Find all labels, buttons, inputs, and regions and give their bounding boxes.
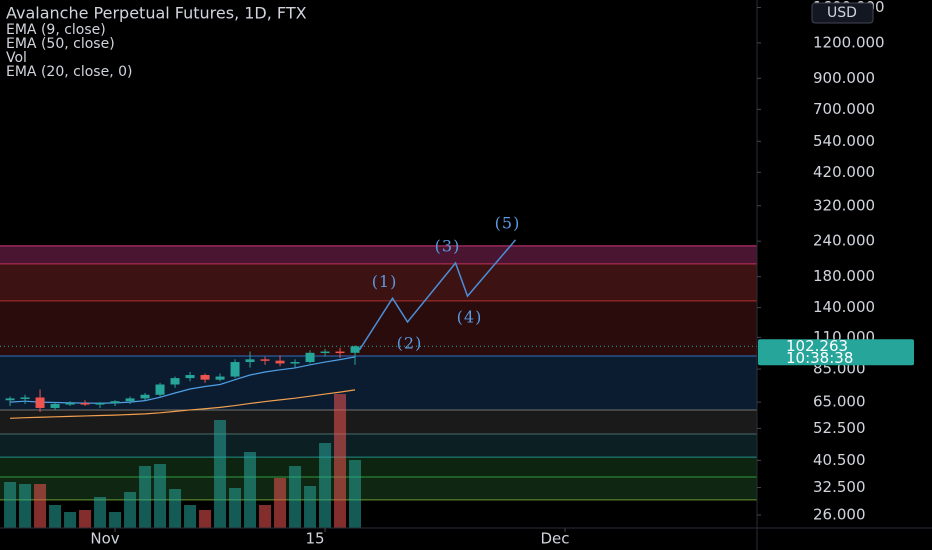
candle-body: [290, 362, 300, 364]
y-tick-label: 52.500: [813, 419, 866, 437]
volume-bar: [184, 505, 197, 528]
volume-bar: [79, 510, 92, 528]
candle-body: [65, 403, 75, 405]
candle-body: [170, 378, 180, 385]
candle-body: [350, 346, 360, 353]
x-tick-label: 15: [305, 530, 324, 548]
price-tag: [758, 339, 914, 366]
volume-bar: [349, 460, 362, 528]
candle-body: [110, 401, 120, 404]
volume-bar: [154, 464, 167, 528]
volume-bar: [274, 478, 287, 528]
volume-bar: [109, 512, 122, 528]
volume-bar: [64, 512, 77, 528]
price-tag-countdown: 10:38:38: [786, 349, 853, 367]
candle-body: [35, 397, 45, 408]
candle-body: [140, 394, 150, 399]
volume-bar: [229, 488, 242, 528]
level-band: [0, 476, 757, 500]
candle-body: [125, 398, 135, 402]
volume-bar: [4, 482, 17, 528]
currency-label[interactable]: USD: [827, 5, 857, 21]
candle-body: [305, 352, 315, 363]
volume-bar: [334, 394, 347, 528]
volume-bar: [19, 484, 32, 528]
candle-body: [20, 397, 30, 399]
candle-body: [200, 375, 210, 380]
volume-bar: [49, 505, 62, 528]
ema-line: [10, 356, 356, 404]
candle-body: [275, 360, 285, 364]
legend-entry: EMA (50, close): [6, 36, 115, 52]
level-band: [0, 457, 757, 477]
candle-body: [245, 359, 255, 363]
y-tick-label: 420.000: [813, 163, 875, 181]
level-band: [0, 245, 757, 264]
volume-bar: [169, 489, 182, 528]
volume-bar: [199, 510, 212, 528]
y-tick-label: 540.000: [813, 132, 875, 150]
candle-body: [5, 398, 15, 401]
legend-entry: EMA (20, close, 0): [6, 64, 132, 80]
y-tick-label: 65.000: [813, 393, 866, 411]
y-tick-label: 140.000: [813, 298, 875, 316]
level-band: [0, 409, 757, 434]
wave-label: (5): [495, 213, 521, 232]
candle-body: [335, 351, 345, 354]
x-tick-label: Dec: [540, 530, 569, 548]
y-tick-label: 32.500: [813, 478, 866, 496]
volume-bar: [244, 452, 257, 528]
candle-body: [95, 403, 105, 405]
volume-bar: [124, 492, 137, 528]
candle-body: [155, 384, 165, 395]
volume-bar: [139, 466, 152, 528]
candle-body: [260, 359, 270, 361]
wave-label: (4): [457, 308, 483, 327]
volume-bar: [304, 486, 317, 528]
volume-bar: [319, 443, 332, 528]
level-band: [0, 433, 757, 458]
candle-body: [320, 351, 330, 354]
wave-label: (2): [397, 333, 423, 352]
candle-body: [80, 403, 90, 405]
y-tick-label: 40.500: [813, 451, 866, 469]
candle-body: [50, 404, 60, 408]
y-tick-label: 180.000: [813, 267, 875, 285]
candle-body: [230, 362, 240, 377]
candle-body: [185, 375, 195, 379]
volume-bar: [214, 420, 227, 528]
wave-line: [358, 239, 517, 351]
volume-bar: [34, 484, 47, 528]
legend-entry: EMA (9, close): [6, 22, 106, 38]
wave-label: (3): [435, 237, 461, 256]
y-tick-label: 240.000: [813, 232, 875, 250]
legend-entry: Vol: [6, 50, 27, 66]
y-tick-label: 900.000: [813, 69, 875, 87]
candle-body: [215, 376, 225, 380]
currency-button[interactable]: [811, 2, 874, 24]
chart-title: Avalanche Perpetual Futures, 1D, FTX: [6, 4, 307, 23]
x-tick-label: Nov: [90, 530, 119, 548]
price-tag-value: 102.263: [786, 337, 848, 355]
y-tick-label: 26.000: [813, 506, 866, 524]
y-tick-label: 700.000: [813, 100, 875, 118]
level-band: [0, 263, 757, 301]
level-band: [0, 300, 757, 357]
wave-label: (1): [372, 272, 398, 291]
volume-bar: [94, 497, 107, 528]
volume-bar: [289, 466, 302, 528]
ema-line: [10, 389, 356, 419]
y-tick-label: 1200.000: [813, 33, 885, 51]
y-tick-label: 320.000: [813, 196, 875, 214]
volume-bar: [259, 505, 272, 528]
